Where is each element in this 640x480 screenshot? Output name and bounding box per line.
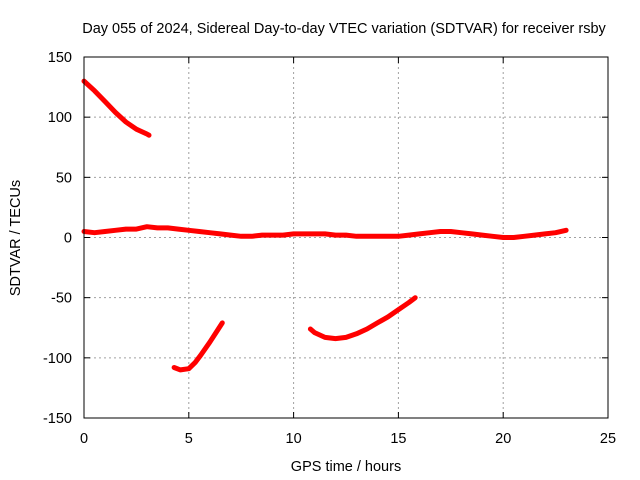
x-tick-label-10: 10	[286, 431, 302, 447]
series-line-arc-1	[81, 78, 152, 138]
series-line-arc-2	[171, 320, 225, 373]
x-tick-label-20: 20	[495, 431, 511, 447]
y-axis-label: SDTVAR / TECUs	[8, 180, 24, 296]
series-line-arc-main	[81, 224, 569, 240]
y-tick-label--150: -150	[43, 411, 72, 427]
series-line-arc-3	[307, 295, 418, 342]
y-tick-label-0: 0	[64, 231, 72, 247]
series-layer	[81, 78, 569, 373]
y-tick-label--100: -100	[43, 351, 72, 367]
x-tick-label-5: 5	[185, 431, 193, 447]
x-tick-label-15: 15	[390, 431, 406, 447]
y-tick-label-150: 150	[48, 50, 72, 66]
x-tick-label-0: 0	[80, 431, 88, 447]
x-tick-label-25: 25	[600, 431, 616, 447]
chart-title: Day 055 of 2024, Sidereal Day-to-day VTE…	[82, 21, 606, 37]
y-tick-label--50: -50	[51, 291, 72, 307]
x-axis-label: GPS time / hours	[291, 459, 401, 475]
tick-layer: 0 5 10 15 20 25 -150 -100 -50 0 50 100 150	[43, 50, 616, 447]
y-tick-label-50: 50	[56, 170, 72, 186]
y-tick-label-100: 100	[48, 110, 72, 126]
